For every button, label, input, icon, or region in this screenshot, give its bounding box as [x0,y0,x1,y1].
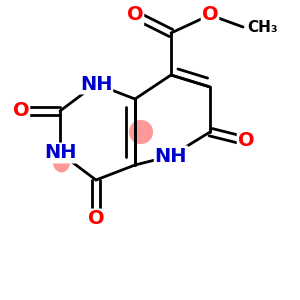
Text: O: O [13,101,29,121]
Text: NH: NH [44,143,76,163]
Text: NH: NH [155,146,187,166]
Text: O: O [202,5,218,25]
Circle shape [130,121,152,143]
Text: O: O [88,209,104,229]
Text: O: O [127,5,143,25]
Ellipse shape [53,149,70,172]
Text: CH₃: CH₃ [248,20,278,34]
Text: NH: NH [80,74,112,94]
Text: O: O [238,131,254,151]
